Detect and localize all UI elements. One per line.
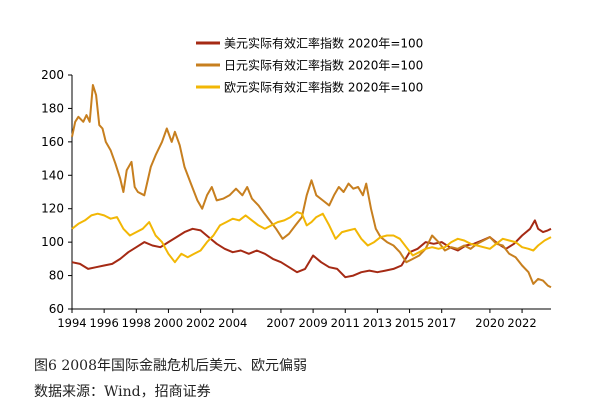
y-axis-ticks: 60 80 100 120 140 160 180 200: [41, 68, 72, 316]
x-tick-label: 2015: [395, 316, 424, 330]
x-tick-label: 2022: [507, 316, 536, 330]
x-tick-label: 1998: [122, 316, 151, 330]
series-line-3: [71, 211, 552, 264]
x-tick-label: 2020: [475, 316, 504, 330]
x-tick-label: 2017: [427, 316, 456, 330]
line-chart: 美元实际有效汇率指数 2020年=100 日元实际有效汇率指数 2020年=100…: [41, 36, 552, 330]
legend-label-2: 日元实际有效汇率指数 2020年=100: [224, 58, 423, 73]
series-lines: [71, 84, 552, 289]
y-tick-label: 200: [41, 68, 64, 82]
x-axis-ticks: 1994 1996 1998 2000 2002 2004 2007 2009 2011 2013…: [57, 309, 537, 330]
y-tick-label: 60: [49, 302, 64, 316]
x-tick-label: 2000: [154, 316, 183, 330]
y-tick-label: 180: [41, 101, 64, 115]
x-tick-label: 2002: [186, 316, 215, 330]
x-tick-label: 2007: [266, 316, 295, 330]
y-tick-label: 160: [41, 135, 64, 149]
y-tick-label: 120: [41, 202, 64, 216]
legend-label-3: 欧元实际有效汇率指数 2020年=100: [224, 80, 423, 95]
x-tick-label: 2011: [331, 316, 360, 330]
x-tick-label: 1996: [90, 316, 119, 330]
y-tick-label: 140: [41, 168, 64, 182]
x-tick-label: 1994: [57, 316, 86, 330]
legend-label-1: 美元实际有效汇率指数 2020年=100: [224, 36, 423, 51]
series-line-2: [71, 84, 552, 289]
x-tick-label: 2013: [363, 316, 392, 330]
x-tick-label: 2009: [298, 316, 327, 330]
x-tick-label: 2004: [218, 316, 247, 330]
y-tick-label: 80: [49, 269, 64, 283]
y-tick-label: 100: [41, 235, 64, 249]
figure-title: 图6 2008年国际金融危机后美元、欧元偏弱: [34, 358, 307, 374]
legend: 美元实际有效汇率指数 2020年=100 日元实际有效汇率指数 2020年=100…: [196, 36, 423, 95]
figure-source: 数据来源：Wind，招商证券: [34, 384, 211, 400]
